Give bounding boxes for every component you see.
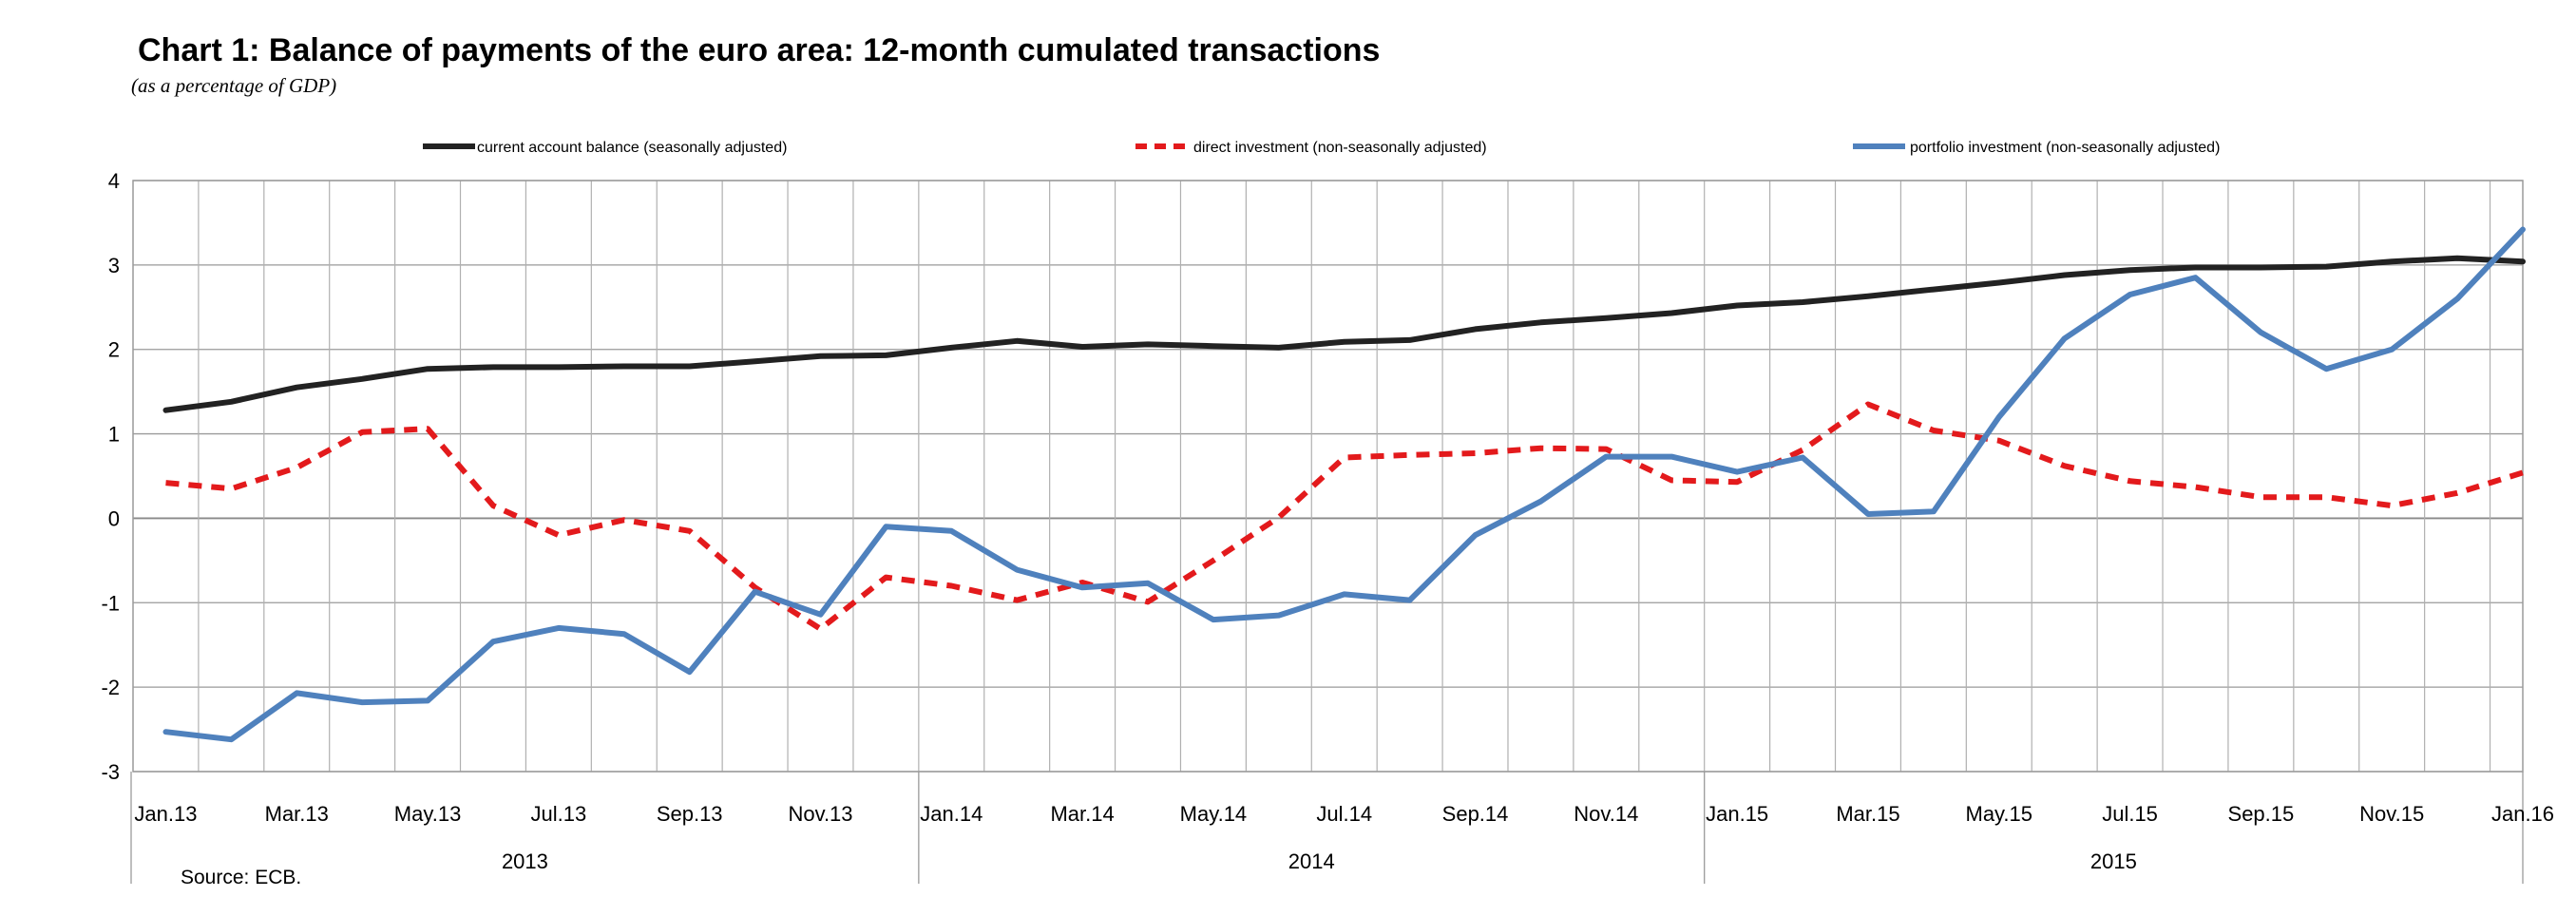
y-tick-label: 4 [108, 169, 120, 193]
x-tick-label: Nov.14 [1574, 802, 1638, 826]
series-lines [162, 226, 2526, 743]
source-note: Source: ECB. [181, 867, 302, 888]
x-tick-label: Jan.14 [920, 802, 983, 826]
x-tick-label: May.15 [1966, 802, 2033, 826]
x-tick-label: Sep.14 [1442, 802, 1509, 826]
y-tick-label: 1 [108, 423, 120, 447]
x-tick-label: May.14 [1180, 802, 1248, 826]
axes [130, 180, 2524, 884]
chart-subtitle: (as a percentage of GDP) [131, 74, 337, 97]
y-tick-label: -1 [101, 591, 120, 615]
series-line-3 [162, 226, 2526, 743]
legend-label-1: current account balance (seasonally adju… [477, 140, 787, 156]
legend-label-3: portfolio investment (non-seasonally adj… [1910, 140, 2220, 156]
x-tick-label: Mar.14 [1050, 802, 1114, 826]
year-label: 2015 [2090, 849, 2137, 873]
x-tick-label: Jul.15 [2102, 802, 2158, 826]
legend: current account balance (seasonally adju… [423, 140, 2220, 156]
x-tick-label: Nov.15 [2359, 802, 2424, 826]
x-tick-label: Jan.13 [134, 802, 197, 826]
plot-area-border [132, 180, 2524, 773]
tick-labels: 4 3 2 1 0 -1 -2 -3 Jan.13 Mar.13 May.13 Jul.13 Sep.1… [101, 169, 2554, 873]
y-tick-label: -2 [101, 676, 120, 699]
y-tick-label: -3 [101, 760, 120, 784]
x-tick-label: Sep.15 [2228, 802, 2295, 826]
y-tick-label: 3 [108, 254, 120, 277]
y-tick-label: 2 [108, 338, 120, 362]
year-label: 2014 [1288, 849, 1335, 873]
y-tick-label: 0 [108, 506, 120, 530]
x-tick-label: Jul.13 [531, 802, 587, 826]
x-tick-label: Nov.13 [788, 802, 852, 826]
year-label: 2013 [502, 849, 548, 873]
x-tick-label: Mar.15 [1836, 802, 1899, 826]
x-tick-label: May.13 [394, 802, 462, 826]
chart-title: Chart 1: Balance of payments of the euro… [138, 32, 1381, 68]
series-line-1 [162, 255, 2526, 413]
legend-label-2: direct investment (non-seasonally adjust… [1193, 140, 1487, 156]
x-tick-label: Jul.14 [1316, 802, 1372, 826]
x-tick-label: Jan.15 [1706, 802, 1768, 826]
x-tick-label: Mar.13 [265, 802, 329, 826]
series-line-2 [165, 401, 2524, 632]
x-tick-label: Jan.16 [2491, 802, 2554, 826]
x-tick-label: Sep.13 [657, 802, 723, 826]
